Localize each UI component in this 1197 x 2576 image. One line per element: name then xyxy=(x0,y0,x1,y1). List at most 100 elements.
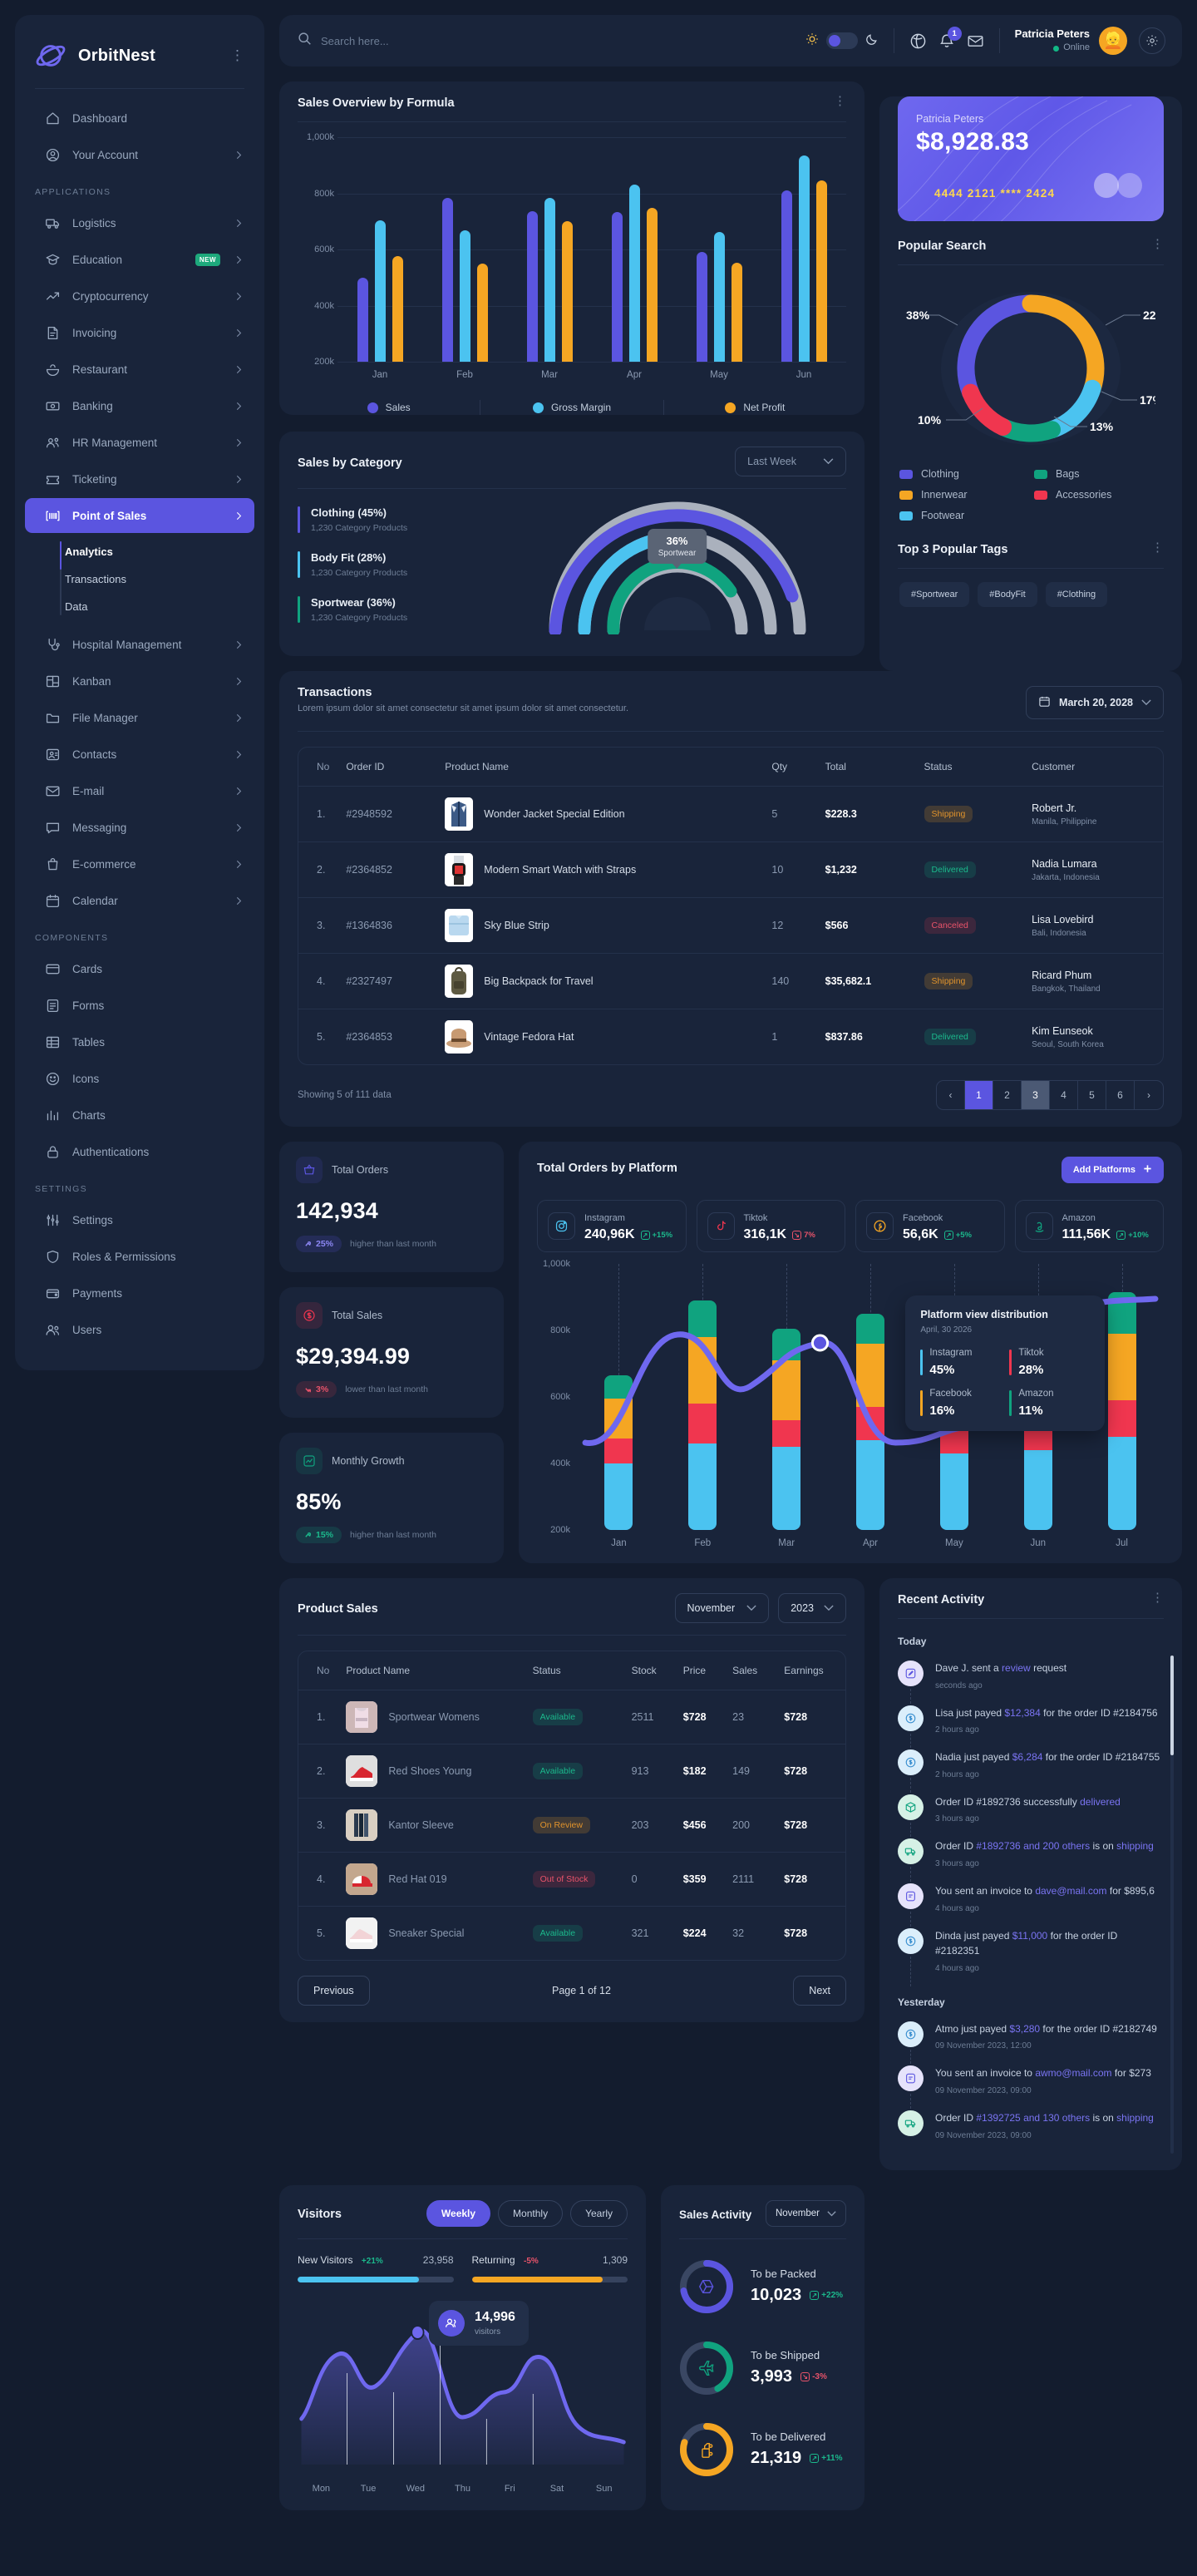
kebab-icon[interactable]: ⋮ xyxy=(1151,540,1164,555)
theme-toggle[interactable] xyxy=(805,32,879,50)
package-icon xyxy=(898,1794,924,1820)
mail-icon[interactable] xyxy=(967,32,984,50)
sidebar-item-restaurant[interactable]: Restaurant xyxy=(25,352,254,387)
balance-card[interactable]: Patricia Peters $8,928.83 4444 2121 ****… xyxy=(898,96,1164,221)
sidebar-section-components: COMPONENTS xyxy=(35,933,109,943)
gauge-tooltip-value: 36% xyxy=(666,535,688,547)
table-row[interactable]: 2. Red Shoes Young Available 913 $182 14… xyxy=(298,1744,845,1799)
table-row[interactable]: 5. #2364853 Vintage Fedora Hat 1 $837.86… xyxy=(298,1009,1163,1065)
sidebar-item-settings[interactable]: Settings xyxy=(25,1202,254,1237)
sidebar-item-roles-permissions[interactable]: Roles & Permissions xyxy=(25,1239,254,1274)
stat-label: Monthly Growth xyxy=(332,1455,405,1467)
globe-icon[interactable] xyxy=(909,32,927,50)
theme-switch[interactable] xyxy=(825,32,858,49)
sidebar-item-authentications[interactable]: Authentications xyxy=(25,1134,254,1169)
sidebar-item-contacts[interactable]: Contacts xyxy=(25,737,254,772)
page-4[interactable]: 4 xyxy=(1050,1081,1078,1109)
sidebar-item-e-commerce[interactable]: E-commerce xyxy=(25,846,254,881)
sidebar-subitem-transactions[interactable]: Transactions xyxy=(65,573,126,585)
bell-icon[interactable]: 1 xyxy=(938,27,962,49)
sidebar-item-charts[interactable]: Charts xyxy=(25,1098,254,1133)
page-6[interactable]: 6 xyxy=(1106,1081,1135,1109)
sidebar-item-payments[interactable]: Payments xyxy=(25,1276,254,1310)
platform-chip-instagram[interactable]: Instagram 240,96K ↗ +15% xyxy=(537,1200,687,1252)
sidebar-item-file-manager[interactable]: File Manager xyxy=(25,700,254,735)
sidebar-item-forms[interactable]: Forms xyxy=(25,988,254,1023)
sidebar-subitem-analytics[interactable]: Analytics xyxy=(65,545,113,558)
divider xyxy=(298,488,846,489)
gear-icon[interactable] xyxy=(1139,27,1165,54)
search-input[interactable] xyxy=(321,34,587,47)
product-sales-filters: November 2023 xyxy=(674,1593,846,1623)
visitors-tab-monthly[interactable]: Monthly xyxy=(498,2199,564,2227)
customer-location: Bali, Indonesia xyxy=(1032,928,1086,938)
page-3[interactable]: 3 xyxy=(1022,1081,1050,1109)
user-block[interactable]: Patricia Peters Online 👱 xyxy=(1015,27,1127,55)
sidebar-item-hospital-management[interactable]: Hospital Management xyxy=(25,627,254,662)
sidebar-item-icons[interactable]: Icons xyxy=(25,1061,254,1096)
sidebar-item-calendar[interactable]: Calendar xyxy=(25,883,254,918)
y-tick-label: 200k xyxy=(550,1525,570,1535)
sidebar-subitem-data[interactable]: Data xyxy=(65,600,88,613)
sidebar-item-dashboard[interactable]: Dashboard xyxy=(25,101,254,136)
sidebar-item-invoicing[interactable]: Invoicing xyxy=(25,315,254,350)
visitors-tab-weekly[interactable]: Weekly xyxy=(426,2199,491,2227)
customer-cell: Lisa Lovebird Bali, Indonesia xyxy=(1023,897,1163,954)
kebab-icon[interactable]: ⋮ xyxy=(1151,237,1164,251)
sidebar-item-ticketing[interactable]: Ticketing xyxy=(25,461,254,496)
page-2[interactable]: 2 xyxy=(993,1081,1022,1109)
sidebar-item-tables[interactable]: Tables xyxy=(25,1024,254,1059)
transactions-date-picker[interactable]: March 20, 2028 xyxy=(1026,686,1164,719)
page-5[interactable]: 5 xyxy=(1078,1081,1106,1109)
scrollbar[interactable] xyxy=(1170,1656,1174,2154)
tag-chip[interactable]: #Sportwear xyxy=(899,582,970,607)
sidebar-item-users[interactable]: Users xyxy=(25,1312,254,1347)
sidebar-item-education[interactable]: Education NEW xyxy=(25,242,254,277)
kebab-icon[interactable]: ⋮ xyxy=(230,47,244,63)
sidebar-item-point-of-sales[interactable]: Point of Sales xyxy=(25,498,254,533)
table-row[interactable]: 4. Red Hat 019 Out of Stock 0 $359 2111 … xyxy=(298,1852,845,1907)
table-row[interactable]: 2. #2364852 Modern Smart Watch with Stra… xyxy=(298,841,1163,898)
sidebar-item-logistics[interactable]: Logistics xyxy=(25,205,254,240)
month-select[interactable]: November xyxy=(674,1593,770,1623)
chart-icon xyxy=(45,1108,61,1123)
sales-activity-month-select[interactable]: November xyxy=(765,2199,846,2227)
next-button[interactable]: Next xyxy=(793,1976,846,2006)
avatar[interactable]: 👱 xyxy=(1099,27,1127,55)
scrollbar-thumb[interactable] xyxy=(1170,1656,1174,1755)
platform-chip-amazon[interactable]: Amazon 111,56K ↗ +10% xyxy=(1014,1200,1164,1252)
sidebar-item-label: Calendar xyxy=(72,894,118,907)
card-header: Sales Overview by Formula ⋮ xyxy=(279,81,864,121)
tag-chip[interactable]: #Clothing xyxy=(1045,582,1108,607)
kanban-icon xyxy=(45,674,61,689)
sidebar-item-messaging[interactable]: Messaging xyxy=(25,810,254,845)
platform-title: Total Orders by Platform xyxy=(537,1162,677,1175)
page-1[interactable]: 1 xyxy=(965,1081,993,1109)
page-prev[interactable]: ‹ xyxy=(937,1081,965,1109)
platform-chip-facebook[interactable]: Facebook 56,6K ↗ +5% xyxy=(855,1200,1005,1252)
table-row[interactable]: 5. Sneaker Special Available 321 $224 32… xyxy=(298,1907,845,1961)
table-row[interactable]: 1. Sportwear Womens Available 2511 $728 … xyxy=(298,1690,845,1744)
sidebar-item-banking[interactable]: Banking xyxy=(25,388,254,423)
previous-button[interactable]: Previous xyxy=(298,1976,370,2006)
table-row[interactable]: 3. #1364836 Sky Blue Strip 12 $566 Cance… xyxy=(298,897,1163,954)
table-row[interactable]: 1. #2948592 Wonder Jacket Special Editio… xyxy=(298,786,1163,842)
year-select[interactable]: 2023 xyxy=(778,1593,846,1623)
table-row[interactable]: 3. Kantor Sleeve On Review 203 $456 200 … xyxy=(298,1798,845,1853)
category-period-select[interactable]: Last Week xyxy=(735,447,846,476)
sidebar-item-e-mail[interactable]: E-mail xyxy=(25,773,254,808)
tag-chip[interactable]: #BodyFit xyxy=(978,582,1037,607)
sidebar-item-your-account[interactable]: Your Account xyxy=(25,137,254,172)
visitors-tab-yearly[interactable]: Yearly xyxy=(570,2199,628,2227)
page-next[interactable]: › xyxy=(1147,1089,1150,1101)
platform-chip-tiktok[interactable]: Tiktok 316,1K ↘ 7% xyxy=(696,1200,845,1252)
kebab-icon[interactable]: ⋮ xyxy=(834,94,846,108)
sidebar-item-cryptocurrency[interactable]: Cryptocurrency xyxy=(25,279,254,313)
sidebar-item-cards[interactable]: Cards xyxy=(25,951,254,986)
add-platforms-button[interactable]: Add Platforms xyxy=(1061,1157,1164,1183)
sidebar-item-kanban[interactable]: Kanban xyxy=(25,664,254,698)
kebab-icon[interactable]: ⋮ xyxy=(1151,1591,1164,1605)
sidebar-item-hr-management[interactable]: HR Management xyxy=(25,425,254,460)
table-row[interactable]: 4. #2327497 Big Backpack for Travel 140 … xyxy=(298,953,1163,1009)
bowl-icon xyxy=(45,362,61,378)
